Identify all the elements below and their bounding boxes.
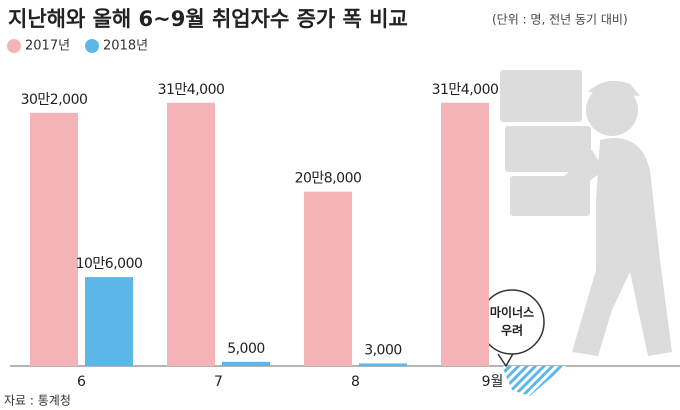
source: 자료 : 통계청	[4, 394, 71, 408]
bar	[304, 191, 352, 366]
annotation: 우려	[501, 323, 523, 338]
x-tick-label: 9월	[482, 374, 504, 390]
bar	[30, 112, 78, 367]
legend-swatch	[85, 39, 99, 53]
legend-label: 2017년	[25, 39, 70, 54]
legend-swatch	[7, 39, 21, 53]
bar	[222, 361, 270, 366]
value-label: 10만6,000	[76, 256, 143, 272]
hatched-area	[502, 366, 566, 396]
bubble-tail	[497, 351, 515, 368]
value-label: 31만4,000	[432, 82, 499, 98]
subtitle: (단위 : 명, 전년 동기 대비)	[492, 13, 628, 27]
x-tick-label: 6	[77, 374, 86, 390]
bar	[85, 277, 133, 366]
value-label: 20만8,000	[295, 171, 362, 187]
value-label: 5,000	[227, 341, 265, 357]
value-label: 31만4,000	[158, 82, 225, 98]
value-label: 30만2,000	[21, 92, 88, 108]
bar	[167, 102, 215, 366]
value-label: 3,000	[364, 342, 402, 358]
x-tick-label: 7	[214, 374, 223, 390]
bubble	[479, 289, 545, 355]
x-tick-label: 8	[351, 374, 360, 390]
chart-title: 지난해와 올해 6~9월 취업자수 증가 폭 비교	[8, 7, 408, 31]
bar	[359, 363, 407, 366]
legend-label: 2018년	[103, 39, 148, 54]
illustration	[500, 70, 672, 356]
bar	[441, 102, 489, 366]
annotation: 마이너스	[490, 305, 534, 320]
